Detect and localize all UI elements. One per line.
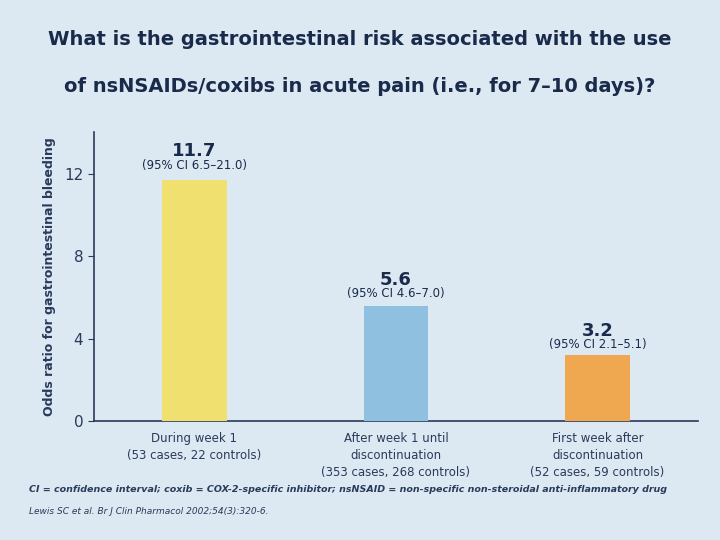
Text: Lewis SC et al. Br J Clin Pharmacol 2002;54(3):320-6.: Lewis SC et al. Br J Clin Pharmacol 2002… xyxy=(29,507,269,516)
Text: (95% CI 6.5–21.0): (95% CI 6.5–21.0) xyxy=(142,159,247,172)
Text: (95% CI 4.6–7.0): (95% CI 4.6–7.0) xyxy=(347,287,445,300)
Text: (95% CI 2.1–5.1): (95% CI 2.1–5.1) xyxy=(549,338,647,351)
Bar xyxy=(364,306,428,421)
Text: of ns​NSAIDs/coxibs in acute pain (i.e., for 7–10 days)?: of ns​NSAIDs/coxibs in acute pain (i.e.,… xyxy=(64,77,656,96)
Text: What is the gastrointestinal risk associated with the use: What is the gastrointestinal risk associ… xyxy=(48,30,672,49)
Bar xyxy=(162,180,227,421)
Y-axis label: Odds ratio for gastrointestinal bleeding: Odds ratio for gastrointestinal bleeding xyxy=(42,137,55,416)
Bar xyxy=(565,355,630,421)
Text: 3.2: 3.2 xyxy=(582,322,613,340)
Text: 11.7: 11.7 xyxy=(172,142,217,160)
Text: 5.6: 5.6 xyxy=(380,271,412,289)
Text: CI = confidence interval; coxib = COX-2-specific inhibitor; nsNSAID = non-specif: CI = confidence interval; coxib = COX-2-… xyxy=(29,485,667,494)
